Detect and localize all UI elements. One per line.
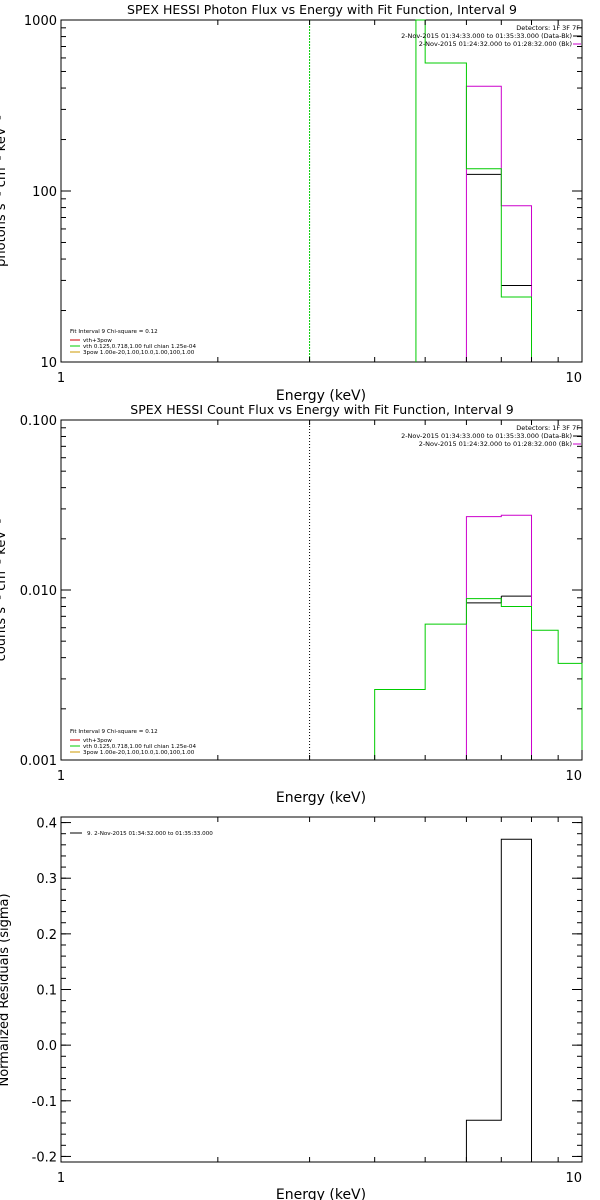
residuals-x-axis-label: Energy (keV) [276,1187,366,1200]
residuals-y-axis-label: Normalized Residuals (sigma) [0,893,12,1086]
count-flux-x-ticks: 1 10 [57,420,583,784]
y-tick-label-1: 100 [32,185,57,200]
photon-flux-y-ticks: 10 100 1000 [24,14,582,371]
y-tick-label-0: -0.2 [32,1150,57,1165]
photon-flux-legend-entry-background: 2-Nov-2015 01:24:32.000 to 01:28:32.000 … [419,40,572,48]
y-tick-label-4: 0.2 [36,928,57,943]
x-tick-label-0: 1 [57,371,65,386]
photon-flux-series [415,19,533,362]
photon-flux-panel: SPEX HESSI Photon Flux vs Energy with Fi… [0,2,583,404]
x-tick-label-1: 10 [565,1171,582,1186]
count-flux-y-ticks: 0.001 0.010 0.100 [20,414,582,769]
y-tick-label-3: 0.1 [36,984,57,999]
photon-flux-fit-item-power: 3pow 1.00e-20,1.00,10.0,1.00,100,1.00 [83,350,195,356]
y-tick-label-6: 0.4 [36,817,57,832]
series-1-histogram [465,514,533,760]
series-2-histogram [374,598,583,760]
photon-flux-fit-item-total: vth+3pow [83,338,112,344]
photon-flux-legend-entry-data: 2-Nov-2015 01:34:33.000 to 01:35:33.000 … [401,32,572,40]
count-flux-fit-item-thermal: vth 0.125,0.718,1.00 full chian 1.25e-04 [83,744,196,750]
y-tick-label-2: 0.100 [20,414,57,429]
count-flux-fit-item-total: vth+3pow [83,738,112,744]
y-tick-label-1: -0.1 [32,1095,57,1110]
y-tick-label-0: 0.001 [20,754,57,769]
count-flux-legend-entry-data: 2-Nov-2015 01:34:33.000 to 01:35:33.000 … [401,432,572,440]
photon-flux-series-legend: Detectors: 1F 3F 7F 2-Nov-2015 01:34:33.… [401,24,581,48]
photon-flux-x-ticks: 1 10 [57,20,583,386]
photon-flux-y-axis-label: photons s⁻¹ cm⁻² keV⁻¹ [0,115,9,267]
photon-flux-detectors-text: Detectors: 1F 3F 7F [516,24,580,32]
count-flux-title: SPEX HESSI Count Flux vs Energy with Fit… [130,402,513,417]
photon-flux-title: SPEX HESSI Photon Flux vs Energy with Fi… [127,2,517,17]
count-flux-series [374,514,583,760]
y-tick-label-5: 0.3 [36,872,57,887]
count-flux-fit-header: Fit Interval 9 Chi-square = 0.12 [70,729,158,735]
residuals-series [465,838,533,1162]
x-tick-label-1: 10 [565,371,582,386]
y-tick-label-0: 10 [40,356,57,371]
series-0-histogram [465,838,533,1162]
y-tick-label-2: 1000 [24,14,57,29]
photon-flux-fit-item-thermal: vth 0.125,0.718,1.00 full chian 1.25e-04 [83,344,196,350]
series-3-histogram [415,19,533,362]
photon-flux-fit-header: Fit Interval 9 Chi-square = 0.12 [70,329,158,335]
count-flux-fit-legend: Fit Interval 9 Chi-square = 0.12 vth+3po… [70,729,196,756]
residuals-legend: 9. 2-Nov-2015 01:34:32.000 to 01:35:33.0… [70,831,213,837]
count-flux-series-legend: Detectors: 1F 3F 7F 2-Nov-2015 01:34:33.… [401,424,581,448]
count-flux-x-axis-label: Energy (keV) [276,790,366,806]
count-flux-fit-item-power: 3pow 1.00e-20,1.00,10.0,1.00,100,1.00 [83,750,195,756]
y-tick-label-1: 0.010 [20,584,57,599]
count-flux-panel: SPEX HESSI Count Flux vs Energy with Fit… [0,402,583,806]
count-flux-y-axis-label: counts s⁻¹ cm⁻² keV⁻¹ [0,519,9,662]
count-flux-legend-entry-background: 2-Nov-2015 01:24:32.000 to 01:28:32.000 … [419,440,572,448]
photon-flux-x-axis-label: Energy (keV) [276,388,366,404]
residuals-y-ticks: -0.2 -0.1 0.0 0.1 0.2 0.3 0.4 [32,817,582,1165]
y-tick-label-2: 0.0 [36,1039,57,1054]
residuals-x-ticks: 1 10 [57,817,583,1186]
x-tick-label-0: 1 [57,769,65,784]
x-tick-label-1: 10 [565,769,582,784]
residuals-legend-label: 9. 2-Nov-2015 01:34:32.000 to 01:35:33.0… [87,831,213,837]
count-flux-detectors-text: Detectors: 1F 3F 7F [516,424,580,432]
residuals-panel: -0.2 -0.1 0.0 0.1 0.2 0.3 0.4 1 10 Energy (keV)… [0,816,583,1200]
x-tick-label-0: 1 [57,1171,65,1186]
photon-flux-fit-legend: Fit Interval 9 Chi-square = 0.12 vth+3po… [70,329,196,356]
